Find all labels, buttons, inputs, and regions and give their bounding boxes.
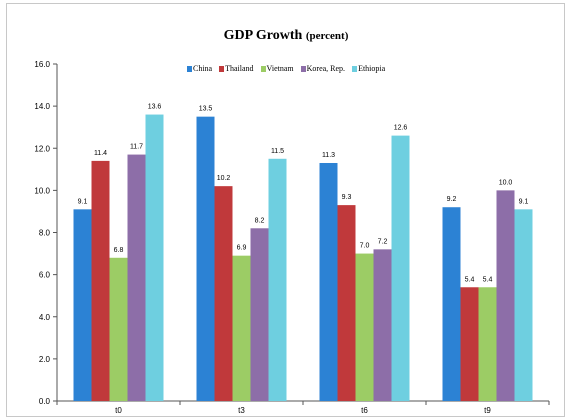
data-label: 11.7 bbox=[130, 144, 143, 151]
legend-label: Ethiopia bbox=[358, 64, 386, 73]
legend-label: Thailand bbox=[225, 64, 254, 73]
data-label: 8.2 bbox=[255, 217, 265, 224]
x-tick-label: t6 bbox=[361, 406, 368, 415]
bar bbox=[442, 207, 461, 401]
bar bbox=[127, 154, 146, 401]
bar bbox=[319, 162, 338, 401]
data-label: 9.1 bbox=[78, 198, 88, 205]
bar bbox=[391, 135, 410, 402]
bar bbox=[496, 190, 515, 401]
y-tick-label: 0.0 bbox=[39, 397, 51, 406]
data-label: 11.4 bbox=[94, 150, 107, 157]
bar bbox=[268, 158, 287, 401]
bar bbox=[145, 114, 164, 402]
y-tick-label: 16.0 bbox=[34, 60, 50, 69]
legend-swatch bbox=[187, 65, 192, 72]
y-tick-label: 8.0 bbox=[39, 229, 51, 238]
bar bbox=[478, 287, 497, 401]
data-label: 7.2 bbox=[378, 238, 388, 245]
data-label: 11.5 bbox=[271, 148, 284, 155]
legend-label: Vietnam bbox=[266, 64, 294, 73]
legend-swatch bbox=[300, 65, 306, 72]
chart-subtitle: (percent) bbox=[305, 30, 349, 42]
data-label: 6.8 bbox=[114, 247, 124, 254]
data-label: 9.2 bbox=[447, 196, 457, 203]
bar bbox=[232, 255, 251, 401]
chart-title: GDP Growth bbox=[223, 28, 303, 43]
data-label: 11.3 bbox=[322, 152, 335, 159]
x-tick-label: t9 bbox=[484, 406, 491, 415]
legend-item: China bbox=[187, 64, 212, 73]
legend-item: Vietnam bbox=[260, 64, 294, 73]
data-label: 7.0 bbox=[360, 243, 370, 250]
data-label: 9.3 bbox=[342, 194, 352, 201]
bar bbox=[337, 205, 356, 401]
bar bbox=[196, 116, 215, 401]
data-label: 5.4 bbox=[465, 276, 475, 283]
data-label: 9.1 bbox=[519, 198, 529, 205]
bar bbox=[91, 160, 110, 401]
legend-swatch bbox=[219, 65, 225, 72]
y-tick-label: 6.0 bbox=[39, 271, 51, 280]
data-label: 10.0 bbox=[499, 179, 513, 186]
legend-swatch bbox=[260, 65, 266, 72]
legend-swatch bbox=[352, 65, 358, 72]
data-label: 13.5 bbox=[199, 106, 213, 113]
data-label: 12.6 bbox=[394, 125, 408, 132]
bar bbox=[214, 186, 233, 401]
bar bbox=[250, 228, 269, 401]
bar bbox=[109, 257, 128, 401]
y-tick-label: 10.0 bbox=[34, 186, 50, 195]
x-tick-label: t3 bbox=[238, 406, 245, 415]
legend: China Thailand Vietnam Korea, Rep. Ethiopia bbox=[187, 64, 385, 73]
bar bbox=[460, 287, 479, 401]
data-label: 5.4 bbox=[483, 276, 493, 283]
y-tick-label: 14.0 bbox=[34, 102, 50, 111]
legend-item: Thailand bbox=[219, 64, 254, 73]
x-tick-label: t0 bbox=[115, 406, 122, 415]
data-label: 13.6 bbox=[148, 104, 162, 111]
y-tick-label: 2.0 bbox=[39, 355, 51, 364]
bar bbox=[514, 209, 533, 401]
y-tick-label: 12.0 bbox=[34, 144, 50, 153]
data-label: 6.9 bbox=[237, 245, 247, 252]
legend-item: Korea, Rep. bbox=[300, 64, 346, 73]
legend-label: Korea, Rep. bbox=[306, 64, 346, 73]
bar bbox=[373, 249, 392, 401]
chart-title-block: GDP Growth (percent) bbox=[0, 28, 572, 44]
legend-item: Ethiopia bbox=[352, 64, 385, 73]
bar bbox=[355, 253, 374, 401]
data-label: 10.2 bbox=[217, 175, 231, 182]
legend-label: China bbox=[193, 64, 213, 73]
bar bbox=[73, 209, 92, 401]
y-tick-label: 4.0 bbox=[39, 313, 51, 322]
